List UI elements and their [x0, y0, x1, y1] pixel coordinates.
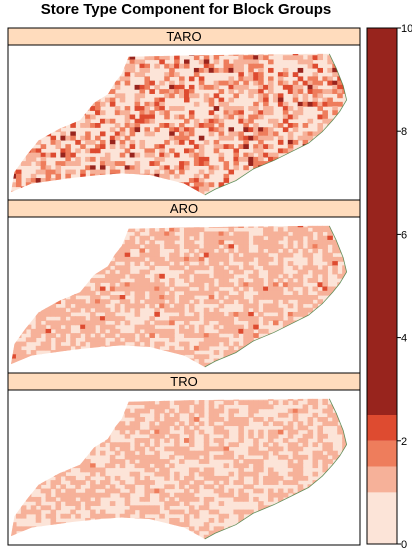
- colorbar-segment: [367, 466, 397, 493]
- map-panel-tro: TRO: [7, 372, 361, 546]
- chart-title: Store Type Component for Block Groups: [41, 1, 332, 18]
- panel-label: TRO: [170, 374, 197, 389]
- colorbar-frame: [366, 27, 398, 545]
- colorbar-tick-label: 4: [401, 333, 407, 345]
- map-panel-aro: ARO: [7, 199, 361, 374]
- coastline: [204, 53, 348, 196]
- colorbar-segment: [367, 440, 397, 467]
- colorbar-tick-label: 6: [401, 229, 407, 241]
- panel-label: ARO: [170, 201, 198, 216]
- colorbar-tick-label: 8: [401, 126, 407, 138]
- colorbar-segment: [367, 492, 397, 544]
- panel-strip: [7, 199, 361, 218]
- colorbar-tick-label: 0: [401, 539, 407, 550]
- panel-label: TARO: [166, 29, 201, 44]
- coastline: [204, 225, 348, 368]
- panel-strip: [7, 372, 361, 391]
- colorbar-tick-label: 2: [401, 436, 407, 448]
- colorbar: 0 2 4 6 8 10: [366, 23, 412, 550]
- panel-strip: [7, 27, 361, 46]
- map-panel-taro: TARO: [7, 27, 361, 202]
- coastline: [204, 398, 348, 540]
- colorbar-tick-label: 10: [401, 23, 412, 35]
- colorbar-segment: [367, 415, 397, 441]
- map-panels: TARO ARO TRO: [7, 27, 361, 546]
- colorbar-segment: [367, 28, 397, 415]
